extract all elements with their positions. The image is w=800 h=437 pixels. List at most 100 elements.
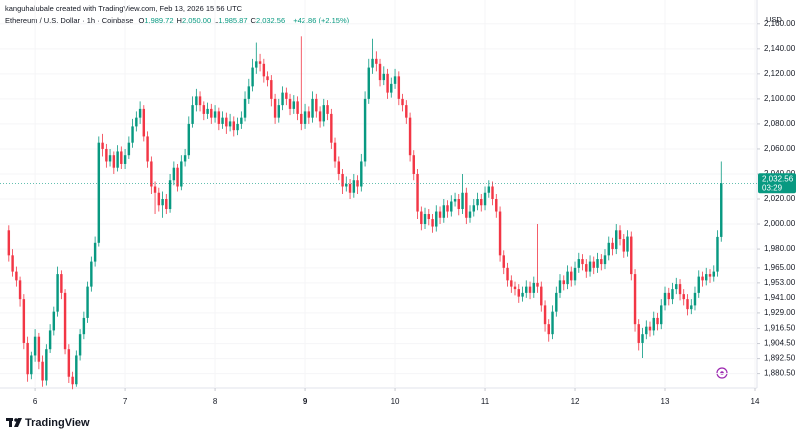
ohlc-value: 2,032.56 <box>255 16 286 25</box>
candle-body <box>468 211 472 218</box>
candle-body <box>506 267 509 281</box>
x-tick-label: 11 <box>481 397 490 406</box>
candle-body <box>367 67 370 99</box>
candle-body <box>510 280 513 287</box>
candle-body <box>243 98 247 118</box>
candle-body <box>435 211 438 227</box>
candle-body <box>716 236 719 272</box>
candle-body <box>153 186 157 193</box>
candle-body <box>161 199 164 206</box>
candle-body <box>675 284 678 290</box>
candle-body <box>123 155 127 164</box>
candle-body <box>165 199 168 210</box>
candle-body <box>446 205 449 212</box>
candle-body <box>108 155 112 162</box>
candle-body <box>633 274 637 325</box>
candle-body <box>296 101 299 114</box>
candle-body <box>412 155 415 174</box>
y-tick-label: 1,892.50 <box>764 354 796 363</box>
candle-body <box>333 142 337 162</box>
candle-body <box>555 292 558 312</box>
candle-body <box>71 376 74 385</box>
candle-body <box>288 98 292 109</box>
candle-body <box>585 264 588 272</box>
y-tick-label: 1,980.00 <box>764 244 796 253</box>
candle-body <box>603 255 607 265</box>
y-tick-label: 2,100.00 <box>764 94 796 103</box>
candle-body <box>543 305 547 325</box>
candle-body <box>30 355 33 375</box>
candle-body <box>232 121 236 131</box>
candle-body <box>172 167 176 181</box>
candle-body <box>195 96 198 106</box>
candle-body <box>48 330 52 350</box>
candle-body <box>180 161 183 187</box>
candle-body <box>97 142 101 243</box>
candle-body <box>266 76 269 81</box>
ohlc-key: H <box>176 16 182 25</box>
candle-body <box>82 317 86 335</box>
candle-body <box>573 267 577 281</box>
candle-body <box>300 113 303 124</box>
candle-body <box>258 61 262 64</box>
candle-body <box>588 261 592 272</box>
candle-body <box>630 236 633 275</box>
candle-body <box>22 299 26 343</box>
candle-body <box>498 211 502 256</box>
y-tick-label: 2,160.00 <box>764 19 796 28</box>
change: +42.86 (+2.15%) <box>293 16 350 25</box>
candle-body <box>322 105 325 122</box>
candle-body <box>637 324 640 343</box>
candle-body <box>168 180 172 210</box>
candle-body <box>240 117 243 124</box>
candle-body <box>438 211 442 218</box>
candle-body <box>442 205 446 218</box>
x-tick-label: 10 <box>391 397 400 406</box>
countdown: 03:29 <box>762 183 783 192</box>
candle-body <box>480 199 483 206</box>
candle-body <box>611 242 614 250</box>
ohlc-value: 1,985.87 <box>218 16 248 25</box>
candle-body <box>18 280 22 300</box>
candle-body <box>26 342 29 375</box>
candle-body <box>386 73 389 93</box>
candle-body <box>146 136 149 162</box>
x-tick-label: 7 <box>123 397 128 406</box>
candle-body <box>45 349 48 381</box>
candle-body <box>247 86 251 99</box>
candle-body <box>592 261 595 268</box>
candle-body <box>202 105 206 114</box>
candle-body <box>513 286 517 290</box>
candle-body <box>11 255 14 272</box>
y-tick-label: 2,120.00 <box>764 69 796 78</box>
candle-body <box>645 326 648 335</box>
logo-text: TradingView <box>25 417 90 429</box>
candle-body <box>187 123 191 156</box>
candle-body <box>648 326 652 331</box>
candle-body <box>307 111 311 118</box>
candle-body <box>176 167 179 187</box>
candle-body <box>693 292 697 306</box>
legend: Ethereum / U.S. Dollar · 1h · Coinbase O… <box>5 16 352 25</box>
candle-body <box>457 199 460 210</box>
candle-body <box>652 317 655 331</box>
candle-body <box>461 192 464 210</box>
candle-body <box>281 92 284 106</box>
candle-body <box>547 324 550 335</box>
candle-body <box>690 305 693 310</box>
candle-body <box>206 108 209 114</box>
candle-body <box>570 271 573 281</box>
candle-body <box>341 173 344 187</box>
candle-body <box>285 92 288 99</box>
y-tick-label: 1,929.00 <box>764 308 796 317</box>
candle-body <box>86 286 89 318</box>
candle-body <box>292 101 296 109</box>
candle-body <box>52 311 56 331</box>
marker-icon <box>716 367 728 379</box>
candle-body <box>671 289 674 300</box>
candle-body <box>551 311 554 335</box>
candle-body <box>225 117 228 127</box>
x-tick-label: 8 <box>213 397 218 406</box>
y-tick-label: 2,060.00 <box>764 144 796 153</box>
